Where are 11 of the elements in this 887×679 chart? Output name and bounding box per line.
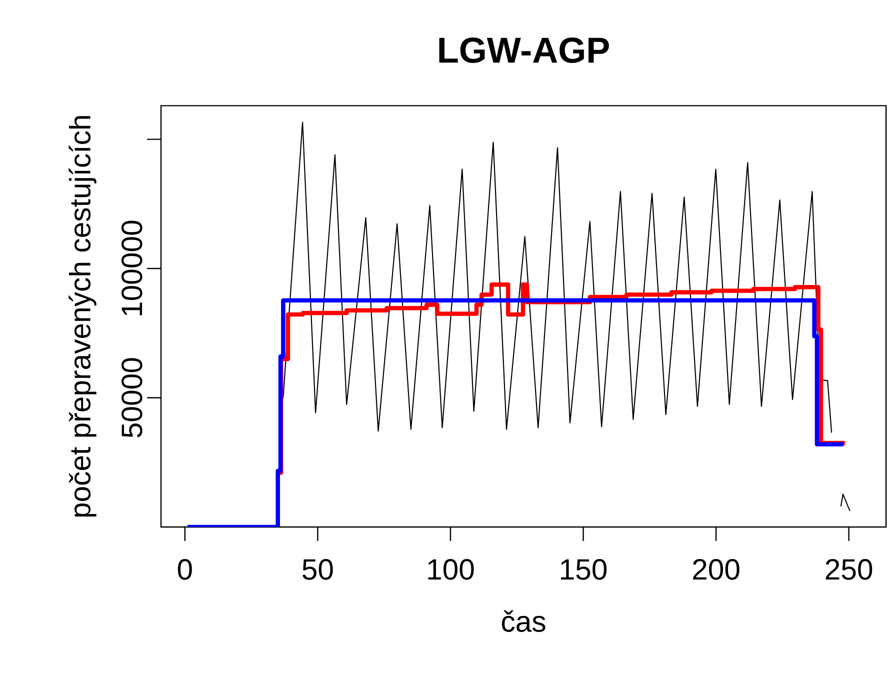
x-tick-label: 200 [693,559,740,580]
y-tick-label: 100000 [122,220,142,316]
x-tick-label: 150 [561,559,607,580]
x-tick-label: 0 [178,559,192,580]
y-tick-label: 50000 [122,358,142,438]
x-tick-label: 250 [826,559,872,580]
chart-title: LGW-AGP [439,38,609,63]
y-axis-title: počet přepravených cestujících [68,116,96,517]
x-tick-label: 50 [302,559,333,580]
x-axis-title: čas [502,610,546,632]
x-tick-label: 100 [428,559,474,580]
